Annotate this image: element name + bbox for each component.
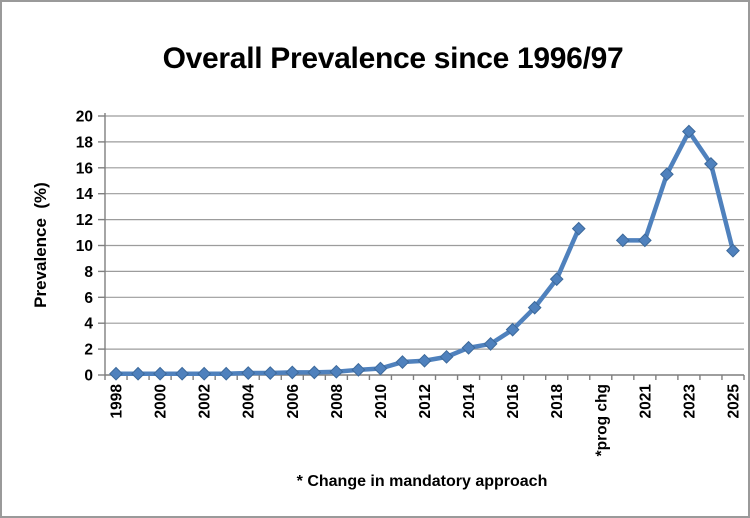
- data-point-marker: [241, 366, 256, 380]
- gridlines-group: [105, 115, 744, 350]
- data-point-marker: [329, 364, 344, 379]
- data-point-marker: [131, 366, 145, 381]
- data-point-marker: [704, 157, 718, 171]
- x-tick-label: 2006: [285, 384, 302, 419]
- data-point-marker: [726, 243, 740, 258]
- data-point-marker: [285, 365, 300, 380]
- y-tick-label: 18: [76, 134, 94, 151]
- data-point-marker: [153, 366, 167, 381]
- data-point-marker: [439, 349, 454, 364]
- data-point-marker: [682, 124, 696, 139]
- data-point-marker: [351, 362, 366, 377]
- data-point-marker: [175, 366, 190, 381]
- y-tick-label: 4: [84, 316, 93, 333]
- data-point-marker: [263, 366, 278, 380]
- y-tick-label: 8: [84, 264, 93, 281]
- axis-labels-group: 0 2 4 6 8 10 12 14 16 18 20 1998 2000 2002 2004 2006 200…: [76, 109, 743, 457]
- data-series-group: [109, 124, 740, 381]
- data-point-marker: [505, 322, 520, 337]
- x-tick-label: 2021: [637, 384, 654, 419]
- series-line-segment: [113, 226, 581, 376]
- y-tick-label: 2: [84, 342, 93, 359]
- data-point-marker: [197, 366, 212, 381]
- data-point-marker: [549, 272, 564, 287]
- y-tick-label: 10: [76, 238, 93, 255]
- data-point-marker: [109, 366, 123, 381]
- x-tick-label: 2014: [461, 384, 478, 419]
- series-line-segment: [620, 129, 736, 253]
- x-tick-label: 2004: [241, 384, 258, 419]
- x-tick-label: 2000: [153, 384, 170, 418]
- data-point-marker: [637, 233, 652, 248]
- x-tick-label: 2018: [549, 384, 566, 419]
- data-point-marker: [461, 340, 476, 355]
- y-tick-label: 0: [84, 368, 93, 385]
- data-point-marker: [615, 233, 630, 248]
- x-tick-label: 2023: [681, 384, 698, 419]
- x-tick-label: *prog chg: [593, 384, 610, 456]
- data-point-marker: [219, 366, 234, 381]
- x-tick-label: 2010: [373, 384, 390, 418]
- data-point-marker: [571, 221, 586, 236]
- y-tick-label: 12: [76, 212, 93, 229]
- data-point-marker: [659, 167, 674, 182]
- data-point-marker: [527, 300, 542, 315]
- axes-group: [98, 113, 745, 380]
- y-tick-label: 20: [76, 109, 93, 126]
- data-point-marker: [395, 355, 410, 369]
- y-axis-title: Prevalence (%): [31, 182, 50, 308]
- data-point-marker: [417, 353, 432, 368]
- x-tick-label: 2025: [725, 384, 742, 419]
- x-tick-label: 2002: [197, 384, 214, 418]
- chart-footnote: * Change in mandatory approach: [297, 473, 548, 490]
- x-tick-label: 2012: [417, 384, 434, 418]
- x-tick-label: 1998: [109, 384, 126, 419]
- chart-title: Overall Prevalence since 1996/97: [162, 42, 624, 75]
- y-tick-label: 16: [76, 160, 94, 177]
- y-tick-label: 6: [84, 290, 93, 307]
- x-tick-label: 2016: [505, 384, 522, 419]
- data-point-marker: [373, 361, 388, 376]
- data-point-marker: [307, 365, 322, 380]
- y-tick-label: 14: [76, 186, 94, 203]
- data-point-marker: [483, 337, 498, 351]
- x-tick-label: 2008: [329, 384, 346, 419]
